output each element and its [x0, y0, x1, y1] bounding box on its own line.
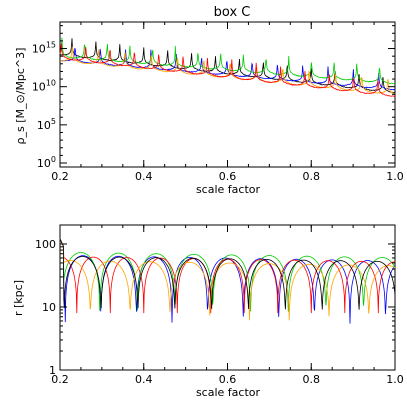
- y-tick-label: 100: [35, 238, 56, 251]
- x-tick-label: 0.8: [303, 170, 321, 183]
- series-line: [59, 46, 396, 95]
- y-tick-label: 105: [37, 117, 56, 132]
- y-axis: 1 10 100: [35, 238, 395, 377]
- x-axis-label: scale factor: [196, 386, 261, 399]
- x-axis: 0.2 0.4 0.6 0.8 1.0: [51, 22, 404, 183]
- x-tick-label: 0.8: [303, 373, 321, 386]
- density-panel: box C 0.2 0.4 0.6 0.8 1.0 100 105 1010 1015 sca…: [14, 5, 404, 196]
- series-line: [59, 238, 396, 321]
- y-tick-label: 100: [37, 155, 56, 170]
- series-line: [59, 238, 396, 324]
- chart-title: box C: [214, 5, 251, 20]
- y-axis: 100 105 1010 1015: [32, 25, 395, 170]
- radius-panel: 0.2 0.4 0.6 0.8 1.0 1 10 100 scale factor r [k…: [12, 224, 404, 399]
- x-tick-label: 0.4: [135, 373, 153, 386]
- series-line: [59, 43, 396, 97]
- x-tick-label: 0.2: [51, 373, 69, 386]
- y-tick-label: 10: [42, 301, 56, 314]
- y-tick-label: 1010: [32, 79, 56, 94]
- series-group: [59, 37, 396, 97]
- y-tick-label: 1015: [32, 41, 56, 56]
- x-tick-label: 0.4: [135, 170, 153, 183]
- series-line: [59, 238, 396, 310]
- series-group: [59, 238, 396, 324]
- x-tick-label: 1.0: [386, 170, 404, 183]
- x-axis: 0.2 0.4 0.6 0.8 1.0: [51, 225, 404, 386]
- y-axis-label: r [kpc]: [12, 280, 25, 316]
- y-axis-label: ρ_s [M_⊙/Mpc^3]: [14, 48, 27, 145]
- x-tick-label: 0.6: [219, 373, 237, 386]
- series-line: [59, 238, 395, 314]
- series-line: [59, 238, 396, 312]
- x-tick-label: 0.6: [219, 170, 237, 183]
- y-tick-label: 1: [49, 364, 56, 377]
- x-tick-label: 0.2: [51, 170, 69, 183]
- x-tick-label: 1.0: [386, 373, 404, 386]
- plot-frame: [59, 21, 396, 168]
- x-axis-label: scale factor: [196, 183, 261, 196]
- series-line: [59, 37, 396, 84]
